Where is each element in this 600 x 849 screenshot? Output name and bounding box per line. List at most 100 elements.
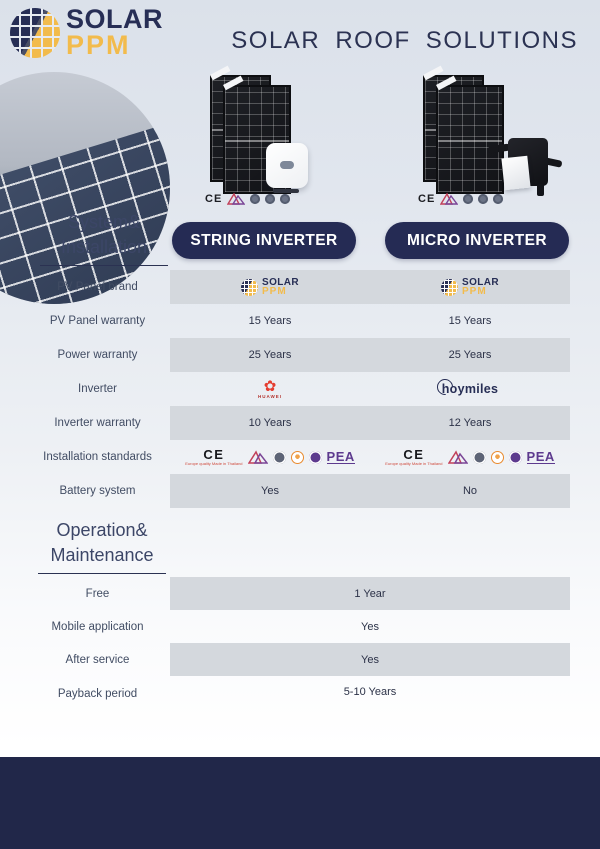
cell-shared: Yes <box>361 620 379 633</box>
ce-subtext: Europe quality Made in Thailand <box>385 461 443 466</box>
cell-string: Yes <box>261 485 279 497</box>
thai-standard-triangle-icon <box>447 450 468 464</box>
pv-panel-icon <box>436 85 504 194</box>
section-heading-line: Installation <box>60 237 148 257</box>
thai-standard-triangle-icon <box>227 192 246 205</box>
page-title: SOLAR ROOF SOLUTIONS <box>231 27 578 54</box>
logo-text-ppm: PPM <box>66 30 131 60</box>
row-label: Installation standards <box>43 451 152 463</box>
certification-marks: CE Europe quality Made in Thailand PEA <box>385 448 555 466</box>
certification-marks: CE Europe quality Made in Thailand PEA <box>185 448 355 466</box>
pea-badge-icon <box>508 450 522 464</box>
row-label: Mobile application <box>51 620 144 633</box>
solar-ppm-mark-icon <box>441 278 458 296</box>
string-inverter-unit-icon <box>266 143 308 193</box>
solar-ppm-logo: SOLAR PPM <box>441 278 499 297</box>
row-band: CE Europe quality Made in Thailand PEA <box>170 440 570 474</box>
certification-badge-icon <box>493 193 504 204</box>
ce-mark-icon: CE <box>203 447 225 462</box>
table-row-installation-standards: Installation standards CE Europe quality… <box>0 440 600 474</box>
section-heading-line: Operation& <box>56 520 148 540</box>
ce-subtext: Europe quality Made in Thailand <box>185 461 243 466</box>
table-row-pv-panel-brand: PV Panel brand SOLAR PPM SOLAR PPM <box>0 270 600 304</box>
cell-string: 15 Years <box>248 315 292 327</box>
row-band: 5-10 Years <box>170 676 570 712</box>
row-label: Power warranty <box>57 349 138 361</box>
table-row-inverter: Inverter HUAWEI hoymiles <box>0 372 600 406</box>
row-label: PV Panel warranty <box>49 315 146 327</box>
thai-standard-triangle-icon <box>440 192 459 205</box>
huawei-label: HUAWEI <box>258 393 282 399</box>
table-row-inverter-warranty: Inverter warranty 10 Years 12 Years <box>0 406 600 440</box>
solar-ppm-logo: SOLAR PPM <box>241 277 299 297</box>
cell-micro: 15 Years <box>448 315 492 327</box>
product-certification-strip: CE <box>205 192 291 205</box>
section-heading-line: Maintenance <box>50 545 154 565</box>
section-heading-system-installation: System& Installation <box>40 210 168 266</box>
certification-badge-icon <box>463 193 474 204</box>
row-band: SOLAR PPM SOLAR PPM <box>170 270 570 304</box>
cell-string: HUAWEI <box>170 372 370 406</box>
iso-badge-icon <box>272 450 286 464</box>
row-label: After service <box>65 653 130 666</box>
pea-badge-icon <box>308 450 322 464</box>
ce-mark: CE Europe quality Made in Thailand <box>185 448 242 466</box>
row-label: Inverter <box>78 383 117 395</box>
logo-text-solar: SOLAR <box>66 4 163 34</box>
pea-logo: PEA <box>526 448 555 465</box>
cell-micro: No <box>462 485 478 497</box>
row-band: Yes <box>170 610 570 643</box>
cell-shared: 1 Year <box>354 587 386 600</box>
cell-micro: hoymiles <box>370 372 570 406</box>
table-row-payback-period: Payback period 5-10 Years <box>0 676 600 712</box>
table-row-after-service: After service Yes <box>0 643 600 676</box>
row-label: Payback period <box>57 688 138 700</box>
section-heading-line: System& <box>67 212 141 232</box>
micro-inverter-product-image: CE <box>415 70 587 230</box>
micro-inverter-cable-icon <box>487 143 511 154</box>
cell-micro: 12 Years <box>448 417 492 429</box>
table-row-power-warranty: Power warranty 25 Years 25 Years <box>0 338 600 372</box>
string-inverter-product-image: CE <box>202 70 374 230</box>
section-heading-operation-maintenance: Operation& Maintenance <box>38 518 166 574</box>
solar-ppm-logo: SOLAR PPM <box>66 4 163 60</box>
tis-badge-icon <box>290 450 304 464</box>
ce-mark-icon: CE <box>205 192 223 205</box>
pea-logo: PEA <box>326 448 355 465</box>
certification-badge-icon <box>250 193 261 204</box>
table-row-battery-system: Battery system Yes No <box>0 474 600 508</box>
row-band: 15 Years 15 Years <box>170 304 570 338</box>
table-row-free: Free 1 Year <box>0 577 600 610</box>
solar-ppm-mark-icon <box>241 278 258 296</box>
micro-inverter-button[interactable]: MICRO INVERTER <box>385 222 569 259</box>
cell-micro: CE Europe quality Made in Thailand PEA <box>370 440 570 474</box>
solar-ppm-logo-mark-icon <box>10 8 60 58</box>
row-band: 25 Years 25 Years <box>170 338 570 372</box>
row-band: Yes <box>170 643 570 676</box>
string-inverter-button[interactable]: STRING INVERTER <box>172 222 356 259</box>
thai-standard-triangle-icon <box>247 450 268 464</box>
row-band: 10 Years 12 Years <box>170 406 570 440</box>
cell-shared: 5-10 Years <box>343 686 397 698</box>
cell-micro: 25 Years <box>448 349 492 361</box>
cell-shared: Yes <box>361 653 379 666</box>
certification-badge-icon <box>265 193 276 204</box>
table-row-mobile-application: Mobile application Yes <box>0 610 600 643</box>
logo-text-solar: SOLAR <box>262 277 299 288</box>
cell-string: 10 Years <box>248 417 292 429</box>
logo-text-ppm: PPM <box>462 286 487 297</box>
row-label: PV Panel brand <box>57 281 138 293</box>
ce-mark-icon: CE <box>418 192 436 205</box>
tis-badge-icon <box>490 450 504 464</box>
row-band: 1 Year <box>170 577 570 610</box>
product-certification-strip: CE <box>418 192 504 205</box>
certification-badge-icon <box>478 193 489 204</box>
micro-inverter-plate-icon <box>501 155 531 191</box>
ce-mark: CE Europe quality Made in Thailand <box>385 448 442 466</box>
certification-badge-icon <box>280 193 291 204</box>
huawei-flower-icon <box>264 379 277 394</box>
row-band: HUAWEI hoymiles <box>170 372 570 406</box>
cell-string: 25 Years <box>248 349 292 361</box>
footer-bar <box>0 757 600 849</box>
